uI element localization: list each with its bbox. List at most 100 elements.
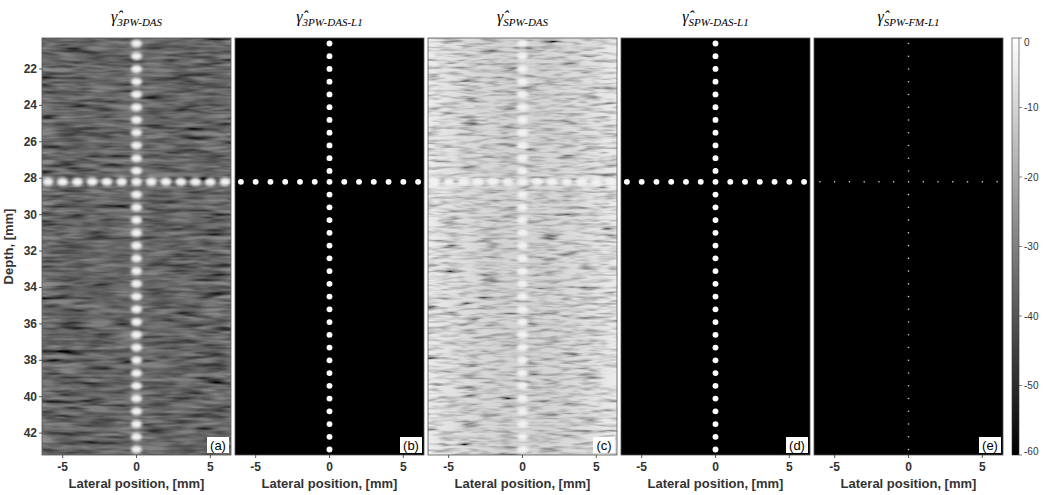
colorbar-tick-label: 0 (1024, 37, 1030, 48)
scatterer (131, 52, 142, 60)
scatterer (327, 130, 333, 136)
scatterer (713, 447, 719, 453)
background (621, 38, 810, 455)
scatterer (131, 103, 142, 111)
scatterer (908, 55, 910, 57)
x-tick (641, 455, 642, 458)
scatterer (267, 179, 273, 185)
scatterer (131, 395, 142, 403)
y-tick-label: 36 (24, 317, 38, 331)
scatterer (546, 178, 557, 186)
scatterer (131, 293, 142, 301)
x-axis-title: Lateral position, [mm] (841, 476, 977, 491)
x-tick-label: 5 (400, 460, 407, 474)
scatterer (517, 52, 528, 60)
y-tick (39, 178, 42, 179)
scatterer (908, 81, 910, 83)
title: γ̂3PW-DAS-L1 (296, 8, 362, 28)
scatterer (713, 383, 719, 389)
scatterer (713, 255, 719, 261)
scatterer (297, 179, 303, 185)
scatterer (908, 245, 910, 247)
colorbar-tick (1019, 385, 1022, 386)
colorbar-tick (1019, 107, 1022, 108)
scatterer (757, 179, 763, 185)
y-axis-title: Depth, [mm] (1, 209, 16, 285)
scatterer (863, 181, 865, 183)
scatterer (356, 179, 362, 185)
scatterer (713, 53, 719, 59)
scatterer (327, 332, 333, 338)
colorbar-tick-label: -10 (1024, 102, 1039, 113)
scatterer (131, 90, 142, 98)
label-text: (c) (596, 438, 611, 453)
scatterer (146, 178, 157, 186)
x-axis-title: Lateral position, [mm] (648, 476, 784, 491)
scatterer (819, 181, 821, 183)
label-bg (400, 437, 422, 453)
scatterer (517, 420, 528, 428)
scatterer (952, 181, 954, 183)
colorbar-tick (1019, 38, 1022, 39)
y-tick-label: 32 (24, 244, 38, 258)
title-subscript: SPW-FM-L1 (884, 16, 940, 28)
scatterer (517, 78, 528, 86)
scatterer (517, 216, 528, 224)
scatterer (72, 178, 83, 186)
scatterer (713, 179, 719, 185)
scatterer (772, 179, 778, 185)
scatterer (386, 179, 392, 185)
scatterer (101, 178, 112, 186)
y-tick (39, 105, 42, 106)
scatterer (327, 217, 333, 223)
scatterer (668, 179, 674, 185)
scatterer (908, 194, 910, 196)
scatterer (327, 53, 333, 59)
colorbar-tick-label: -40 (1024, 311, 1039, 322)
scatterer (131, 167, 142, 175)
scatterer (713, 281, 719, 287)
y-tick (39, 68, 42, 69)
scatterer (502, 178, 513, 186)
figure: (a)γ̂3PW-DAS-505Lateral position, [mm]22… (0, 0, 1055, 495)
scatterer (327, 357, 333, 363)
scatterer (713, 168, 719, 174)
scatterer (713, 434, 719, 440)
scatterer (982, 181, 984, 183)
scatterer (327, 155, 333, 161)
scatterer (131, 254, 142, 262)
label-bg (786, 437, 808, 453)
scatterer (713, 155, 719, 161)
scatterer (517, 446, 528, 454)
panel-label: (b) (400, 437, 422, 453)
scatterer (131, 382, 142, 390)
speckle-base (428, 38, 617, 455)
scatterer (713, 243, 719, 249)
scatterer (131, 344, 142, 352)
scatterer (713, 268, 719, 274)
scatterer (908, 181, 910, 183)
scatterer (605, 178, 616, 186)
x-tick-label: 5 (979, 460, 986, 474)
scatterer (908, 296, 910, 298)
scatterer (238, 179, 244, 185)
scatterer (517, 305, 528, 313)
scatterer (253, 179, 259, 185)
x-tick-label: 5 (786, 460, 793, 474)
scatterer (327, 268, 333, 274)
title: γ̂SPW-DAS (497, 8, 549, 28)
frame (621, 38, 810, 455)
x-tick (789, 455, 790, 458)
scatterer (517, 433, 528, 441)
scatterer (517, 116, 528, 124)
title-subscript: 3PW-DAS-L1 (302, 16, 363, 28)
scatterer (713, 41, 719, 47)
scatterer (131, 242, 142, 250)
scatterer (908, 145, 910, 147)
colorbar-tick (1019, 246, 1022, 247)
scatterer (131, 203, 142, 211)
x-tick (210, 455, 211, 458)
scatterer (908, 270, 910, 272)
y-tick (39, 323, 42, 324)
colorbar-tick-label: -30 (1024, 241, 1039, 252)
